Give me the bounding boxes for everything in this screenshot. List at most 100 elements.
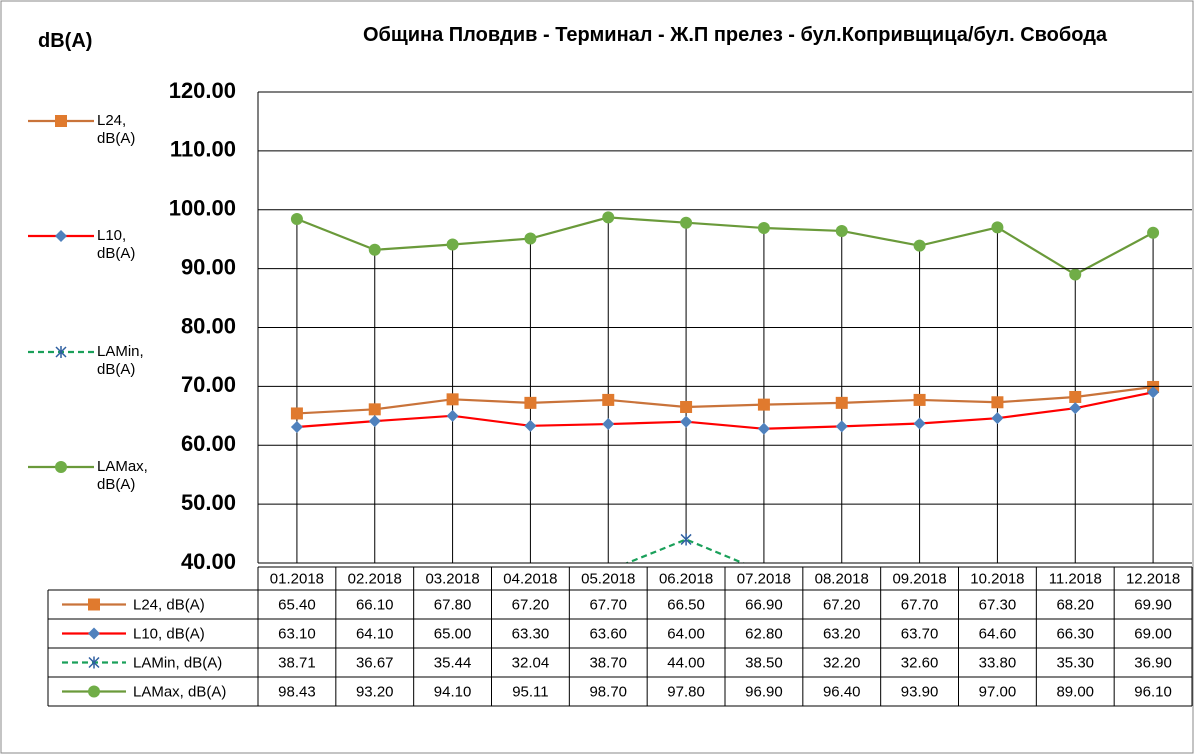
data-label: 64.10 — [356, 625, 394, 642]
legend-entry: L10, dB(A) — [97, 227, 136, 262]
marker — [835, 420, 848, 433]
data-label: 67.20 — [823, 596, 861, 613]
marker — [602, 418, 615, 431]
data-label: 38.71 — [278, 654, 316, 671]
marker — [757, 222, 770, 235]
data-label: 62.80 — [745, 625, 783, 642]
data-label: 65.40 — [278, 596, 316, 613]
marker — [913, 417, 926, 430]
data-label: 32.04 — [512, 654, 550, 671]
data-label: 63.70 — [901, 625, 939, 642]
marker — [290, 420, 303, 433]
marker — [991, 412, 1004, 425]
marker — [835, 396, 848, 409]
marker — [680, 533, 692, 546]
y-tick-label: 90.00 — [181, 254, 236, 279]
x-tick-label: 07.2018 — [737, 570, 791, 587]
x-tick-label: 10.2018 — [970, 570, 1024, 587]
data-label: 38.70 — [589, 654, 627, 671]
data-label: 63.10 — [278, 625, 316, 642]
marker — [55, 230, 67, 242]
y-tick-label: 40.00 — [181, 549, 236, 574]
marker — [524, 232, 537, 245]
plot-area — [290, 211, 1160, 563]
data-label: 35.44 — [434, 654, 472, 671]
data-label: 33.80 — [979, 654, 1017, 671]
data-label: 96.40 — [823, 683, 861, 700]
legend-label: L10, dB(A) — [133, 625, 205, 642]
x-tick-label: 04.2018 — [503, 570, 557, 587]
marker — [88, 598, 100, 611]
marker — [1069, 390, 1082, 403]
x-tick-label: 05.2018 — [581, 570, 635, 587]
x-tick-label: 01.2018 — [270, 570, 324, 587]
x-tick-label: 12.2018 — [1126, 570, 1180, 587]
data-label: 66.50 — [667, 596, 705, 613]
marker — [913, 239, 926, 252]
data-label: 36.67 — [356, 654, 394, 671]
data-label: 67.70 — [589, 596, 627, 613]
data-label: 66.90 — [745, 596, 783, 613]
data-label: 63.60 — [589, 625, 627, 642]
data-label: 64.60 — [979, 625, 1017, 642]
data-label: 64.00 — [667, 625, 705, 642]
data-label: 32.60 — [901, 654, 939, 671]
series-line — [296, 216, 1154, 276]
legend-label: LAMax, dB(A) — [133, 683, 226, 700]
data-label: 68.20 — [1056, 596, 1094, 613]
data-label: 98.70 — [589, 683, 627, 700]
series-line — [624, 538, 746, 563]
x-tick-label: 06.2018 — [659, 570, 713, 587]
x-tick-label: 02.2018 — [348, 570, 402, 587]
data-label: 94.10 — [434, 683, 472, 700]
marker — [55, 346, 67, 358]
marker — [1069, 268, 1082, 281]
y-tick-label: 70.00 — [181, 372, 236, 397]
y-tick-label: 110.00 — [170, 137, 236, 162]
chart-title: Община Пловдив - Терминал - Ж.П прелез -… — [362, 24, 1108, 46]
x-tick-label: 11.2018 — [1049, 570, 1102, 587]
marker — [913, 393, 926, 406]
y-tick-label: 60.00 — [181, 431, 236, 456]
y-tick-label: 100.00 — [169, 196, 236, 221]
data-label: 36.90 — [1134, 654, 1172, 671]
data-label: 44.00 — [667, 654, 705, 671]
x-tick-label: 08.2018 — [815, 570, 869, 587]
x-tick-label: 03.2018 — [425, 570, 479, 587]
y-tick-label: 80.00 — [181, 313, 236, 338]
marker — [368, 415, 381, 428]
x-tick-label: 09.2018 — [892, 570, 946, 587]
marker — [991, 396, 1004, 409]
legend-entry: LAMin, dB(A) — [97, 343, 144, 378]
legend-entry: LAMax, dB(A) — [97, 458, 148, 493]
data-label: 65.00 — [434, 625, 472, 642]
series-line — [296, 391, 1154, 430]
marker — [368, 243, 381, 256]
marker — [1069, 402, 1082, 415]
legend-label: L24, dB(A) — [133, 596, 205, 613]
data-label: 32.20 — [823, 654, 861, 671]
marker — [1147, 386, 1160, 399]
marker — [88, 627, 100, 640]
legend-entry: L24, dB(A) — [97, 112, 136, 147]
marker — [55, 461, 67, 473]
marker — [991, 221, 1004, 234]
data-label: 97.00 — [979, 683, 1017, 700]
data-label: 66.10 — [356, 596, 394, 613]
legend-label: LAMin, dB(A) — [133, 654, 222, 671]
marker — [446, 409, 459, 422]
marker — [55, 115, 67, 127]
marker — [757, 422, 770, 435]
marker — [680, 400, 693, 413]
data-label: 35.30 — [1056, 654, 1094, 671]
marker — [680, 216, 693, 229]
data-label: 69.90 — [1134, 596, 1172, 613]
data-label: 98.43 — [278, 683, 316, 700]
marker — [290, 407, 303, 420]
data-label: 95.11 — [512, 683, 548, 700]
data-label: 63.20 — [823, 625, 861, 642]
marker — [1147, 226, 1160, 239]
marker — [88, 685, 100, 698]
